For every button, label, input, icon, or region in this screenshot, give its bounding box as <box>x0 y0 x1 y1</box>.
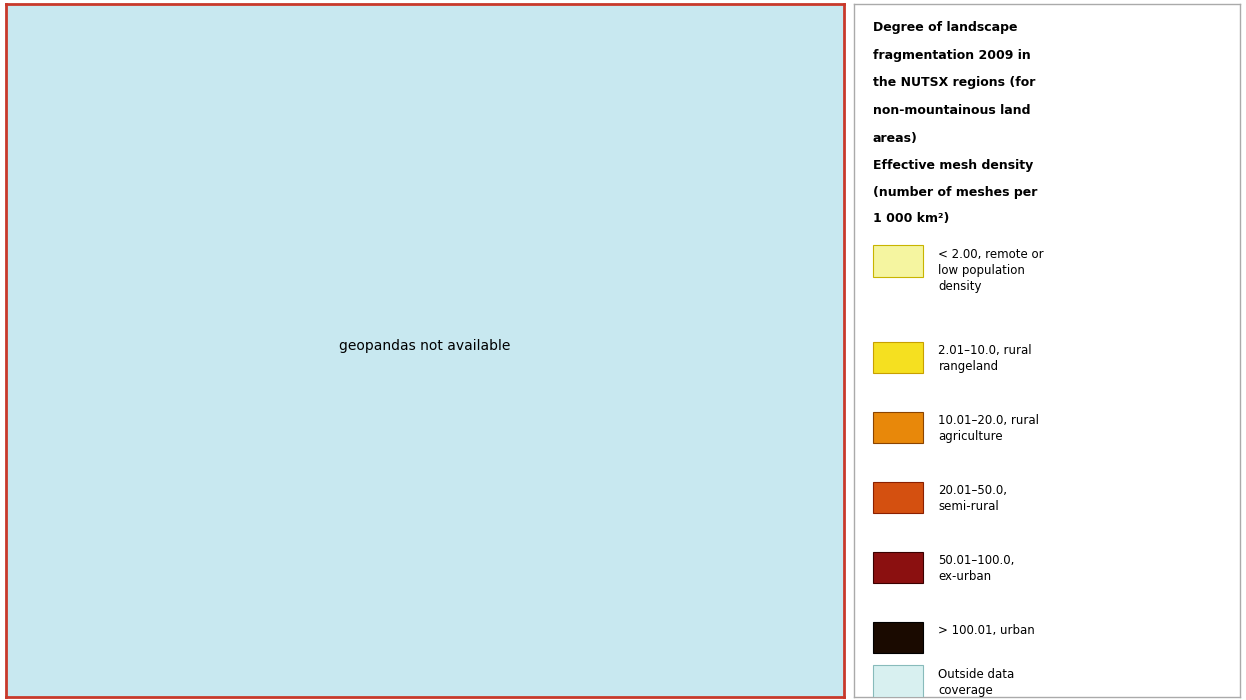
Bar <box>873 342 923 373</box>
Bar <box>873 552 923 583</box>
Text: fragmentation 2009 in: fragmentation 2009 in <box>873 48 1030 62</box>
Text: (number of meshes per: (number of meshes per <box>873 186 1037 199</box>
Bar <box>873 665 923 696</box>
Text: 10.01–20.0, rural
agriculture: 10.01–20.0, rural agriculture <box>938 414 1039 443</box>
Bar <box>873 412 923 443</box>
Text: 20.01–50.0,
semi-rural: 20.01–50.0, semi-rural <box>938 484 1008 513</box>
Text: Outside data
coverage: Outside data coverage <box>938 668 1014 697</box>
Bar <box>873 246 923 276</box>
Bar <box>873 622 923 653</box>
Text: Degree of landscape: Degree of landscape <box>873 21 1017 34</box>
Text: > 100.01, urban: > 100.01, urban <box>938 624 1035 638</box>
Text: 1 000 km²): 1 000 km²) <box>873 212 949 225</box>
Text: the NUTSX regions (for: the NUTSX regions (for <box>873 76 1035 90</box>
Text: areas): areas) <box>873 132 918 145</box>
Text: geopandas not available: geopandas not available <box>339 339 511 353</box>
Bar <box>873 482 923 513</box>
Text: Effective mesh density: Effective mesh density <box>873 160 1033 172</box>
Text: 50.01–100.0,
ex-urban: 50.01–100.0, ex-urban <box>938 554 1014 583</box>
Text: 2.01–10.0, rural
rangeland: 2.01–10.0, rural rangeland <box>938 344 1032 374</box>
Text: < 2.00, remote or
low population
density: < 2.00, remote or low population density <box>938 248 1044 293</box>
Text: non-mountainous land: non-mountainous land <box>873 104 1030 117</box>
